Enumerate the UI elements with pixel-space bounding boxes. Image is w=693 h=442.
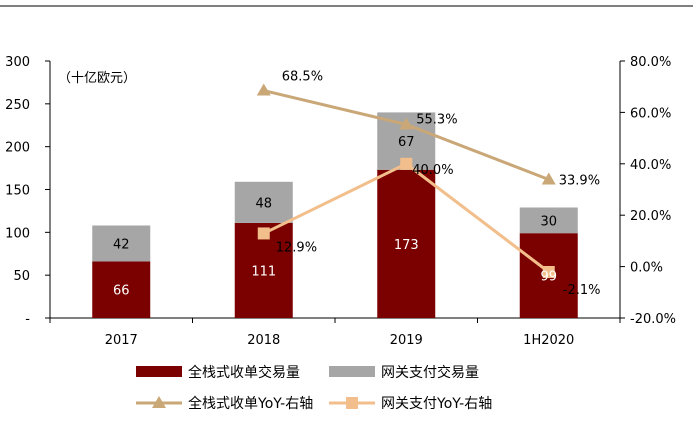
acquiring-yoy-label: 33.9% — [559, 173, 600, 188]
bar-label-acquiring: 66 — [113, 284, 130, 299]
acquiring-yoy-marker — [256, 83, 271, 96]
bar-label-gateway: 48 — [255, 196, 272, 211]
gateway-yoy-label: 40.0% — [412, 163, 453, 178]
x-tick-label: 2018 — [247, 333, 280, 348]
bar-acquiring-2017 — [92, 261, 151, 318]
legend-marker-acquiring-yoy — [152, 396, 166, 408]
right-tick-label: 20.0% — [630, 209, 671, 224]
bar-gateway-2018 — [234, 181, 293, 223]
bar-label-gateway: 67 — [398, 135, 415, 150]
left-tick-label: 50 — [13, 269, 30, 284]
bar-label-gateway: 42 — [113, 237, 130, 252]
gateway-yoy-marker — [542, 265, 555, 278]
legend-marker-gateway-yoy — [346, 397, 358, 409]
legend-label-gateway: 网关支付交易量 — [381, 364, 479, 381]
right-tick-label: 0.0% — [630, 261, 663, 276]
x-tick-label: 1H2020 — [523, 333, 574, 348]
right-tick-label: 40.0% — [630, 158, 671, 173]
legend-swatch-acquiring — [136, 366, 182, 377]
legend-swatch-gateway — [329, 366, 375, 377]
left-tick-label: 200 — [5, 141, 30, 156]
acquiring-yoy-label: 68.5% — [282, 70, 323, 85]
legend-label-acquiring-yoy: 全栈式收单YoY-右轴 — [188, 395, 313, 412]
left-tick-label: 300 — [5, 55, 30, 70]
right-tick-label: 80.0% — [630, 55, 671, 70]
left-tick-label: 150 — [5, 184, 30, 199]
unit-note: （十亿欧元） — [58, 71, 136, 86]
x-tick-label: 2017 — [105, 333, 138, 348]
acquiring-yoy-marker — [541, 172, 556, 185]
legend-label-gateway-yoy: 网关支付YoY-右轴 — [381, 396, 492, 412]
left-tick-label: - — [25, 312, 30, 327]
acquiring-yoy-label: 55.3% — [416, 112, 457, 127]
right-tick-label: 60.0% — [630, 106, 671, 121]
gateway-yoy-marker — [257, 227, 270, 240]
left-tick-label: 250 — [5, 98, 30, 113]
bar-label-acquiring: 111 — [251, 264, 276, 279]
x-tick-label: 2019 — [390, 333, 423, 348]
bar-label-acquiring: 99 — [540, 270, 557, 285]
bar-acquiring-2019 — [377, 169, 436, 318]
acquiring-yoy-marker — [399, 117, 414, 130]
right-tick-label: -20.0% — [630, 312, 676, 327]
bar-label-gateway: 30 — [540, 214, 557, 229]
gateway-yoy-marker — [400, 157, 413, 170]
left-tick-label: 100 — [5, 226, 30, 241]
legend-label-acquiring: 全栈式收单交易量 — [188, 364, 300, 381]
gateway-yoy-label: 12.9% — [276, 240, 317, 255]
gateway-yoy-label: -2.1% — [563, 283, 601, 298]
bar-gateway-1H2020 — [519, 207, 578, 234]
bar-gateway-2017 — [92, 225, 151, 262]
bar-label-acquiring: 173 — [394, 238, 419, 253]
